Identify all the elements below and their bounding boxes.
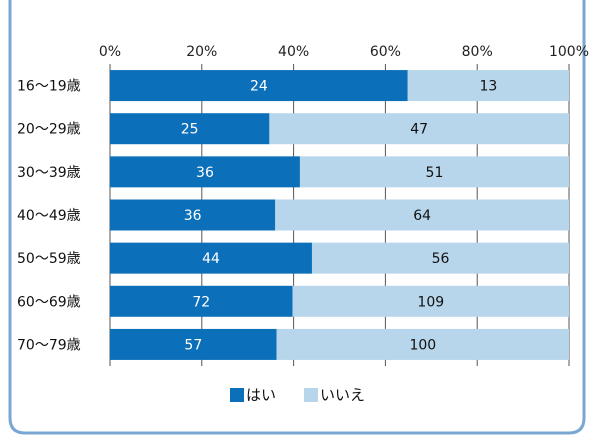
legend-swatch [304, 388, 318, 402]
x-tick-label: 0% [99, 44, 121, 60]
x-tick-label: 80% [462, 44, 493, 60]
bar-value-label: 51 [426, 165, 444, 181]
bars: 24 13 25 47 36 51 36 64 44 56 72 109 57 100 [110, 70, 569, 360]
x-tick-label: 40% [278, 44, 309, 60]
bar-value-label: 13 [479, 79, 497, 95]
bar-segment-yes [110, 113, 270, 145]
bar-value-label: 24 [250, 79, 268, 95]
bar-segment-yes [110, 70, 408, 102]
bar-segment-no [311, 242, 569, 274]
bar-segment-no [292, 285, 569, 317]
bar-value-label: 36 [196, 165, 214, 181]
category-label: 16〜19歳 [17, 79, 81, 95]
bar-value-label: 109 [417, 294, 444, 310]
bar-segment-yes [110, 328, 277, 360]
category-label: 60〜69歳 [17, 294, 81, 310]
x-tick-label: 60% [370, 44, 401, 60]
bar-segment-no [407, 70, 569, 102]
category-label: 20〜29歳 [17, 122, 81, 138]
bar-value-label: 36 [184, 208, 202, 224]
legend-label: いいえ [320, 386, 365, 404]
bar-segment-no [276, 328, 569, 360]
x-tick-label: 100% [549, 44, 589, 60]
bar-value-label: 100 [409, 337, 436, 353]
legend: はい いいえ [230, 386, 365, 404]
legend-label: はい [246, 386, 276, 404]
category-label: 70〜79歳 [17, 337, 81, 353]
category-label: 30〜39歳 [17, 165, 81, 181]
bar-value-label: 57 [184, 337, 202, 353]
bar-segment-yes [110, 199, 276, 231]
bar-segment-no [269, 113, 569, 145]
bar-value-label: 56 [432, 251, 450, 267]
x-tick-labels: 0% 20% 40% 60% 80% 100% [99, 44, 589, 60]
bar-value-label: 44 [202, 251, 220, 267]
bar-value-label: 47 [410, 122, 428, 138]
bar-segment-yes [110, 156, 300, 188]
x-tick-label: 20% [186, 44, 217, 60]
bar-value-label: 64 [413, 208, 431, 224]
bar-segment-yes [110, 285, 293, 317]
legend-swatch [230, 388, 244, 402]
category-labels: 16〜19歳 20〜29歳 30〜39歳 40〜49歳 50〜59歳 60〜69歳 70〜7… [17, 79, 81, 354]
bar-value-label: 72 [192, 294, 210, 310]
bar-segment-no [275, 199, 569, 231]
bar-value-label: 25 [181, 122, 199, 138]
category-label: 40〜49歳 [17, 208, 81, 224]
bar-segment-yes [110, 242, 312, 274]
category-label: 50〜59歳 [17, 251, 81, 267]
bar-segment-no [299, 156, 569, 188]
